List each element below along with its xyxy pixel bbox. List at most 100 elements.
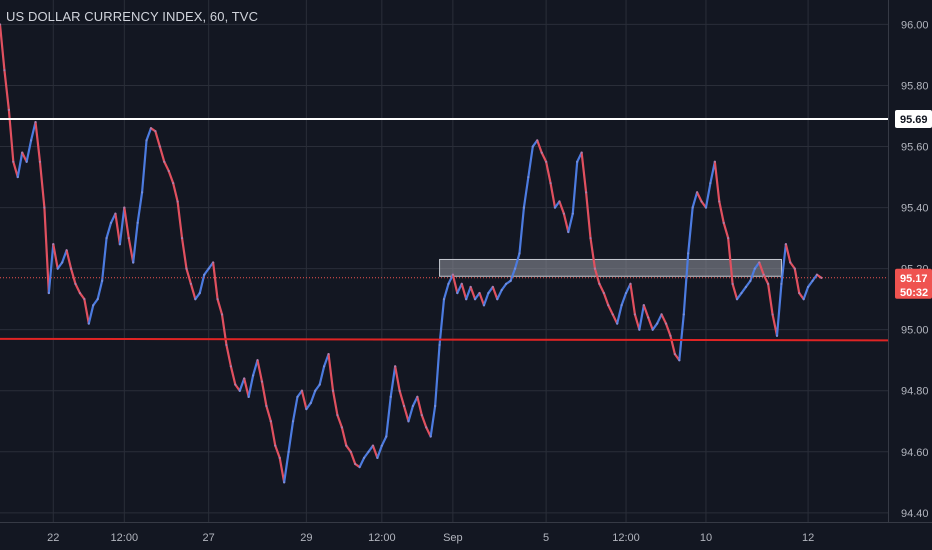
price-segment xyxy=(376,444,383,459)
price-point xyxy=(158,145,161,148)
price-point xyxy=(531,145,534,148)
price-segment xyxy=(704,182,712,209)
price-segment xyxy=(96,279,104,301)
price-segment xyxy=(660,313,668,325)
price-segment xyxy=(789,261,796,270)
price-segment xyxy=(185,267,193,285)
price-point xyxy=(380,444,383,447)
price-point xyxy=(243,377,246,380)
current-price-label: 95.17 xyxy=(900,273,928,285)
price-tick-label: 94.60 xyxy=(901,447,929,459)
price-point xyxy=(105,237,108,240)
price-segment xyxy=(43,206,50,295)
price-segment xyxy=(429,404,437,438)
price-point xyxy=(207,267,210,270)
price-segment xyxy=(3,69,10,111)
price-point xyxy=(456,291,459,295)
price-point xyxy=(47,291,50,295)
price-segment xyxy=(731,282,739,301)
price-segment xyxy=(593,267,601,285)
price-segment xyxy=(176,200,184,240)
price-point xyxy=(283,481,286,484)
price-segment xyxy=(385,395,392,438)
price-point xyxy=(571,212,574,215)
price-segment xyxy=(216,298,224,316)
price-tags: 95.69 95.17 50:32 xyxy=(895,110,932,299)
price-point xyxy=(398,389,401,392)
resistance-price-label: 95.69 xyxy=(900,114,928,126)
price-point xyxy=(611,313,614,316)
price-segment xyxy=(389,365,397,398)
price-segment xyxy=(158,145,166,163)
price-segment xyxy=(47,243,55,295)
price-point xyxy=(180,237,184,240)
price-point xyxy=(491,285,494,289)
price-point xyxy=(21,151,24,154)
price-point xyxy=(806,285,810,289)
price-segment xyxy=(114,212,121,246)
price-segment xyxy=(362,450,370,459)
price-point xyxy=(633,313,637,316)
price-point xyxy=(753,267,756,270)
price-point xyxy=(229,365,232,368)
price-segment xyxy=(180,237,188,270)
time-tick-label: Sep xyxy=(443,532,463,544)
price-point xyxy=(624,291,628,295)
price-tick-label: 94.80 xyxy=(901,386,929,398)
price-segment xyxy=(509,267,517,282)
price-segment xyxy=(758,261,765,276)
price-point xyxy=(513,267,517,270)
price-segment xyxy=(291,395,299,423)
price-segment xyxy=(12,160,19,179)
price-point xyxy=(451,273,454,276)
price-segment xyxy=(203,267,210,276)
price-segment xyxy=(92,298,99,307)
price-point xyxy=(647,316,650,319)
price-segment xyxy=(691,191,699,209)
price-point xyxy=(331,389,335,392)
price-point xyxy=(132,261,135,264)
time-axis[interactable]: 22 12:00 27 29 12:00 Sep 5 12:00 10 12 xyxy=(47,532,814,544)
price-point xyxy=(709,182,712,185)
price-series xyxy=(0,23,823,484)
price-segment xyxy=(0,23,6,72)
price-point xyxy=(473,298,477,301)
price-segment xyxy=(83,298,90,325)
price-point xyxy=(225,343,228,347)
price-point xyxy=(140,191,144,194)
price-segment xyxy=(718,200,725,224)
price-point xyxy=(496,298,499,301)
price-point xyxy=(576,160,579,163)
price-segment xyxy=(371,444,379,459)
price-point xyxy=(660,313,663,316)
price-segment xyxy=(740,285,748,295)
price-segment xyxy=(198,273,206,295)
price-point xyxy=(367,450,370,453)
price-zone[interactable] xyxy=(439,258,782,277)
support-trendline[interactable] xyxy=(0,337,889,342)
price-point xyxy=(740,291,743,295)
bar-countdown-label: 50:32 xyxy=(900,287,928,299)
price-point xyxy=(274,444,277,447)
price-segment xyxy=(802,285,810,301)
price-point xyxy=(678,359,681,362)
price-point xyxy=(425,426,428,429)
price-point xyxy=(127,237,130,240)
price-point xyxy=(767,282,770,285)
price-point xyxy=(562,212,565,215)
price-segment xyxy=(287,420,295,453)
price-point xyxy=(744,285,748,289)
price-segment xyxy=(491,285,499,301)
price-point xyxy=(314,389,317,392)
price-segment xyxy=(580,151,588,194)
price-axis[interactable]: 96.0095.8095.6095.4095.2095.0094.8094.60… xyxy=(901,19,929,519)
price-segment xyxy=(584,191,592,240)
price-point xyxy=(349,450,352,453)
price-segment xyxy=(620,291,628,307)
price-point xyxy=(811,279,814,282)
price-point xyxy=(731,282,734,285)
price-segment xyxy=(722,221,730,240)
price-segment xyxy=(709,160,716,185)
price-point xyxy=(669,334,672,337)
